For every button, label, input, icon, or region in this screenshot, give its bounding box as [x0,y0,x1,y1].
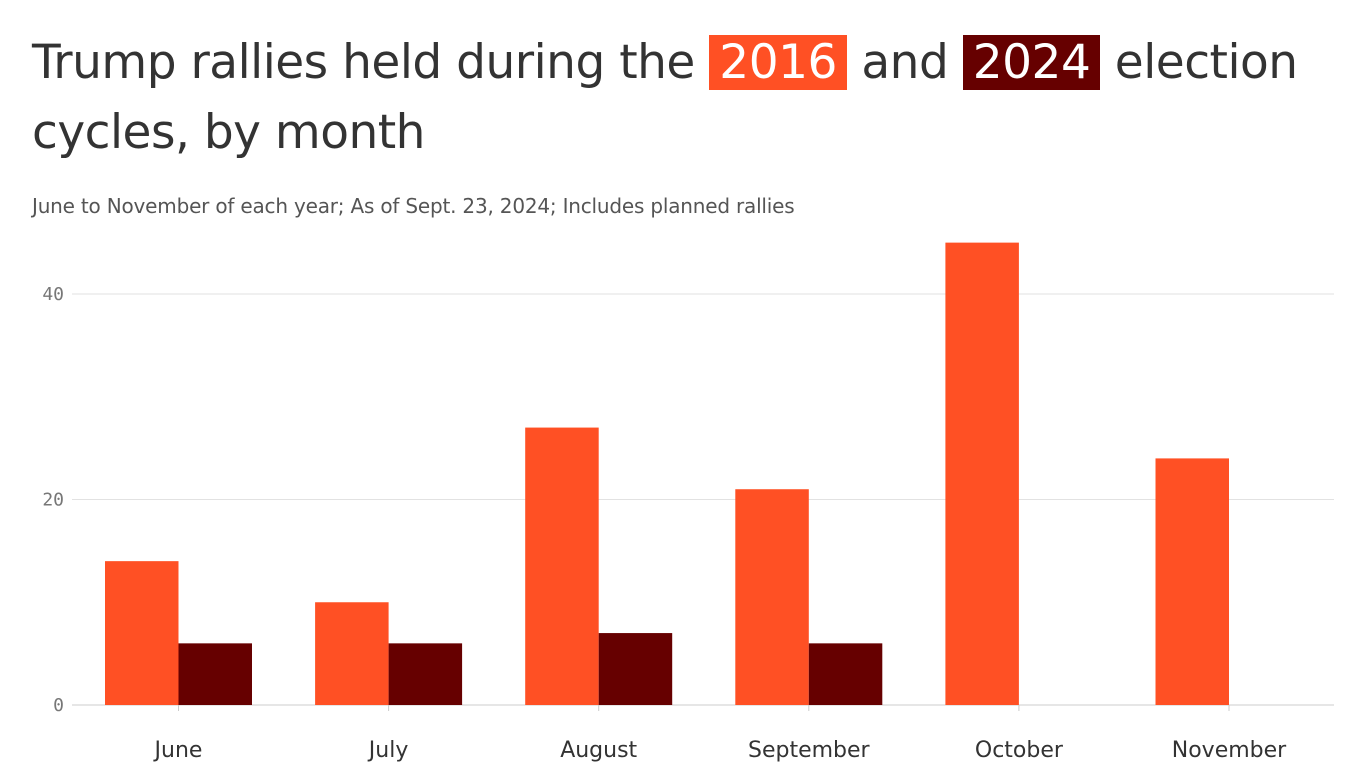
bar-2016-june [105,561,179,705]
title-text-end: election cycles, by month [32,35,1298,160]
chart-title: Trump rallies held during the 2016 and 2… [32,28,1342,168]
bar-2016-november [1155,458,1229,705]
chart-subtitle: June to November of each year; As of Sep… [32,194,795,218]
bar-2024-july [388,643,463,705]
x-tick-label-july: July [367,738,409,763]
y-tick-label-20: 20 [42,490,64,511]
title-year-2016-highlight: 2016 [709,35,847,90]
y-tick-label-0: 0 [53,695,64,716]
x-tick-label-september: September [748,738,871,763]
x-tick-label-october: October [975,738,1064,763]
bar-2024-june [178,643,252,705]
title-year-2024-highlight: 2024 [962,35,1101,90]
bar-2024-august [598,633,673,705]
x-tick-label-november: November [1172,738,1287,763]
x-tick-label-august: August [560,738,637,763]
bar-2016-august [525,427,599,705]
x-tick-label-june: June [153,738,203,763]
bar-2016-october [945,242,1019,705]
y-tick-label-40: 40 [42,284,64,305]
bar-2016-september [735,489,809,705]
bar-2016-july [315,602,389,705]
bar-2024-september [808,643,883,705]
title-text-start: Trump rallies held during the [32,35,710,90]
title-text-middle: and [846,35,963,90]
